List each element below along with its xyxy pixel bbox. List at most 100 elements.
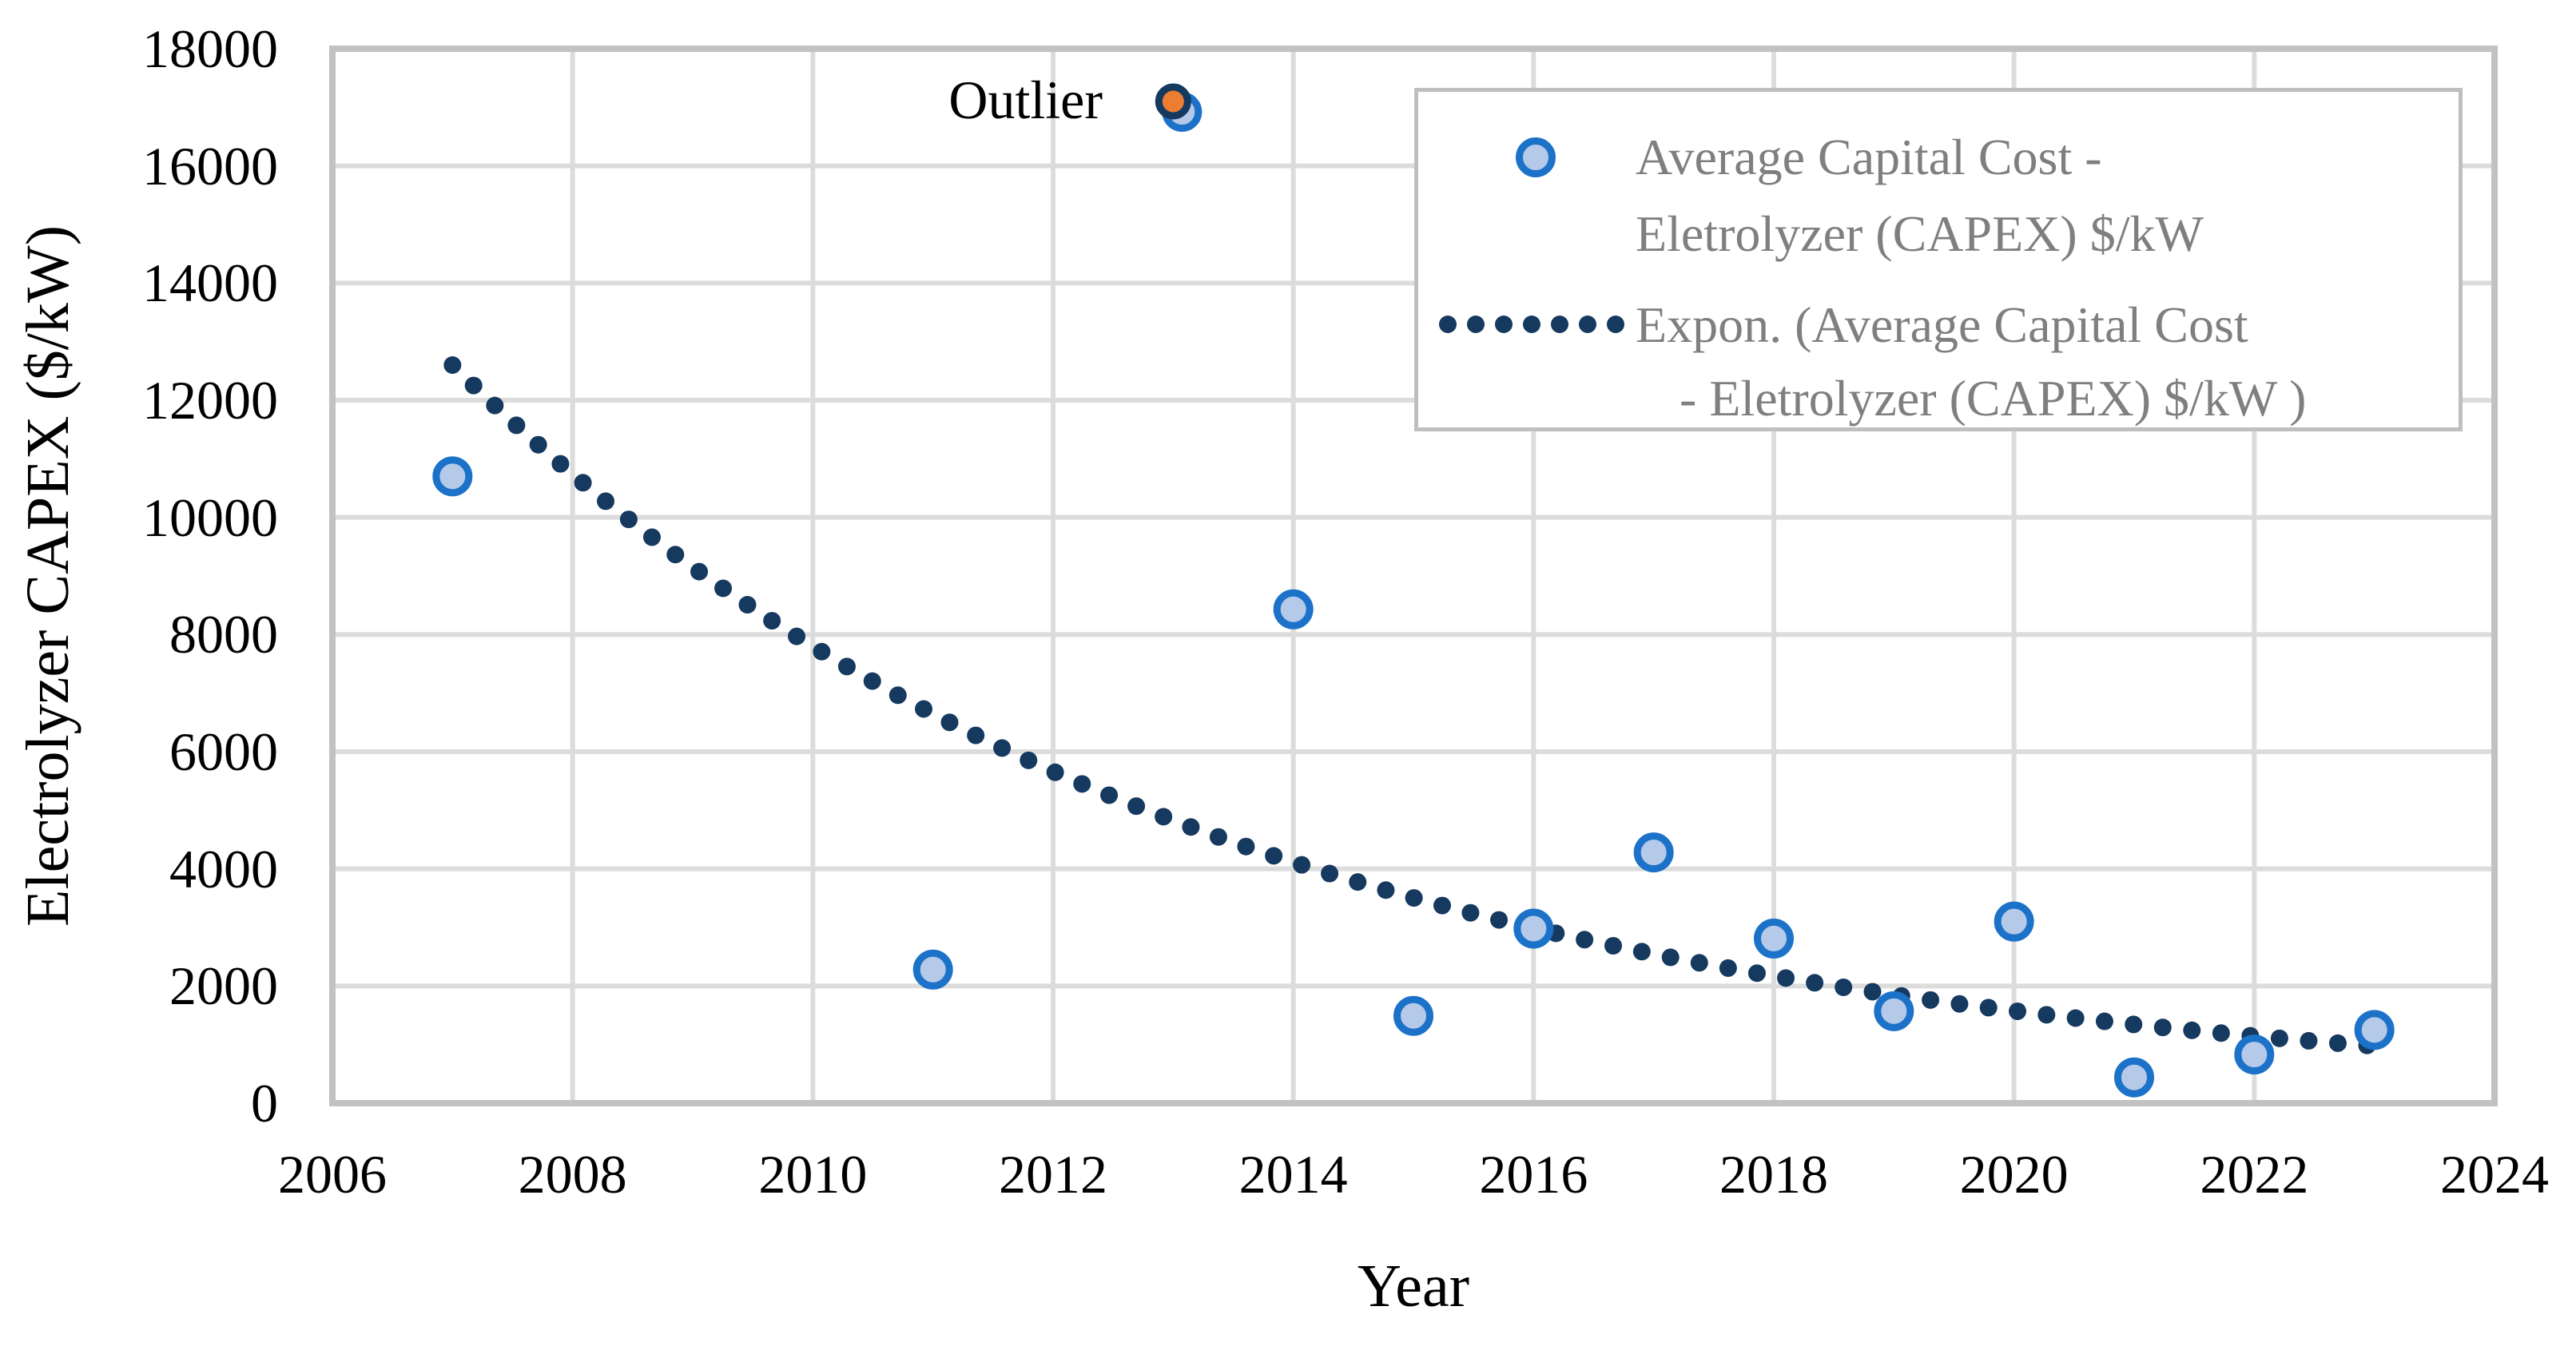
y-tick-label: 8000 [169,604,278,665]
scatter-point[interactable] [1273,589,1314,629]
trendline-dot[interactable] [2153,1018,2172,1037]
trendline-dot[interactable] [486,396,504,415]
trendline-dot[interactable] [1835,978,1853,996]
trendline-dot[interactable] [443,356,462,374]
trendline-dot[interactable] [993,739,1012,757]
x-tick-label: 2006 [278,1144,387,1205]
y-tick-label: 16000 [142,135,278,197]
legend-entry-trendline-label-line1: Expon. (Average Capital Cost [1636,296,2248,353]
trendline-dot[interactable] [2212,1024,2230,1042]
trendline-dot[interactable] [837,657,856,676]
legend-entry-scatter-label-line1: Average Capital Cost - [1636,129,2102,185]
scatter-point[interactable] [1393,995,1433,1036]
trendline-dot[interactable] [1020,751,1038,769]
trendline-dot[interactable] [1604,936,1623,955]
y-tick-label: 2000 [169,955,278,1017]
scatter-point[interactable] [432,456,473,497]
trendline-dot[interactable] [863,672,881,690]
scatter-point[interactable] [1754,918,1794,959]
trendline-dot[interactable] [1490,911,1509,929]
trendline-dot[interactable] [915,700,933,718]
trendline-dot[interactable] [1155,808,1173,826]
outlier-point[interactable] [1155,83,1191,120]
trendline-dot[interactable] [714,579,733,598]
trendline-dot[interactable] [1293,856,1311,874]
legend[interactable]: Average Capital Cost - Eletrolyzer (CAPE… [1414,88,2463,431]
scatter-point[interactable] [2114,1057,2154,1098]
scatter-point[interactable] [1874,991,1914,1031]
trendline-dot[interactable] [2328,1034,2347,1052]
trendline-dot[interactable] [2037,1006,2056,1024]
trendline-dot[interactable] [1461,903,1480,922]
trendline-dot[interactable] [1777,969,1795,987]
trendline-dot[interactable] [1405,889,1423,907]
trendline-dot[interactable] [1349,873,1367,891]
trendline-dot[interactable] [574,474,592,492]
trendline-dot[interactable] [690,562,709,581]
scatter-point[interactable] [1994,901,2034,942]
x-tick-label: 2024 [2440,1144,2549,1205]
x-tick-label: 2020 [1959,1144,2069,1205]
trendline-dot[interactable] [1265,847,1283,865]
y-tick-label: 12000 [142,370,278,431]
trendline-dot[interactable] [1747,964,1766,983]
trendline-dot[interactable] [1433,896,1452,915]
trendline-dot[interactable] [1979,999,1998,1017]
scatter-point[interactable] [1633,832,1674,873]
trendline-dot[interactable] [738,596,757,614]
trendline-dot[interactable] [1209,828,1227,846]
trendline-dot[interactable] [1182,818,1200,836]
scatter-point[interactable] [2234,1034,2275,1075]
trendline-dot[interactable] [888,686,907,705]
x-tick-label: 2012 [999,1144,1107,1205]
trendline-dot[interactable] [1806,974,1824,992]
trendline-dot[interactable] [2270,1029,2288,1047]
trendline-dot[interactable] [2066,1009,2085,1027]
plot-frame [329,46,2498,1106]
scatter-point[interactable] [2354,1010,2395,1050]
legend-entry-trendline-label-line2: - Eletrolyzer (CAPEX) $/kW ) [1680,370,2307,427]
scatter-point[interactable] [1513,908,1554,949]
legend-entry-scatter-label-line2: Eletrolyzer (CAPEX) $/kW [1636,205,2204,262]
trendline-dot[interactable] [1661,948,1680,967]
trendline-dot[interactable] [529,435,547,454]
y-tick-label: 18000 [142,18,278,79]
trendline-dot[interactable] [967,726,985,745]
trendline-dot[interactable] [464,376,483,395]
trendline-dot[interactable] [619,510,638,529]
x-tick-label: 2016 [1479,1144,1588,1205]
trendline-dot[interactable] [2095,1012,2113,1030]
trendline-dot[interactable] [1950,995,1969,1013]
trendline-dot[interactable] [1632,943,1651,961]
trendline-dot[interactable] [1073,775,1091,793]
trendline-dot[interactable] [1922,991,1940,1009]
trendline-dot[interactable] [507,416,526,435]
trendline-dot[interactable] [642,528,661,546]
trendline-dot[interactable] [1127,797,1146,816]
scatter-point[interactable] [912,949,953,990]
trendline-dot[interactable] [2183,1021,2201,1039]
trendline-dot[interactable] [551,455,570,473]
trendline-dot[interactable] [2125,1015,2143,1034]
x-axis-title: Year [1357,1253,1470,1320]
legend-dotted-line-icon [1439,316,1631,333]
trendline-dot[interactable] [1100,786,1119,804]
trendline-dot[interactable] [1719,959,1737,977]
trendline-dot[interactable] [813,642,831,661]
trendline-dot[interactable] [1321,864,1339,883]
trendline-dot[interactable] [763,612,781,630]
trendline-dot[interactable] [1237,837,1255,856]
trendline-dot[interactable] [1863,983,1882,1001]
trendline-dot[interactable] [1377,881,1395,899]
y-tick-label: 14000 [142,252,278,314]
trendline-dot[interactable] [788,627,806,645]
trendline-dot[interactable] [1576,931,1594,949]
trendline-dot[interactable] [1046,763,1064,781]
trendline-dot[interactable] [666,546,685,564]
trendline-dot[interactable] [2300,1031,2318,1050]
trendline-dot[interactable] [1690,954,1708,972]
trendline-dot[interactable] [940,713,959,732]
trendline-dot[interactable] [2009,1002,2027,1020]
trendline-dot[interactable] [597,492,615,510]
